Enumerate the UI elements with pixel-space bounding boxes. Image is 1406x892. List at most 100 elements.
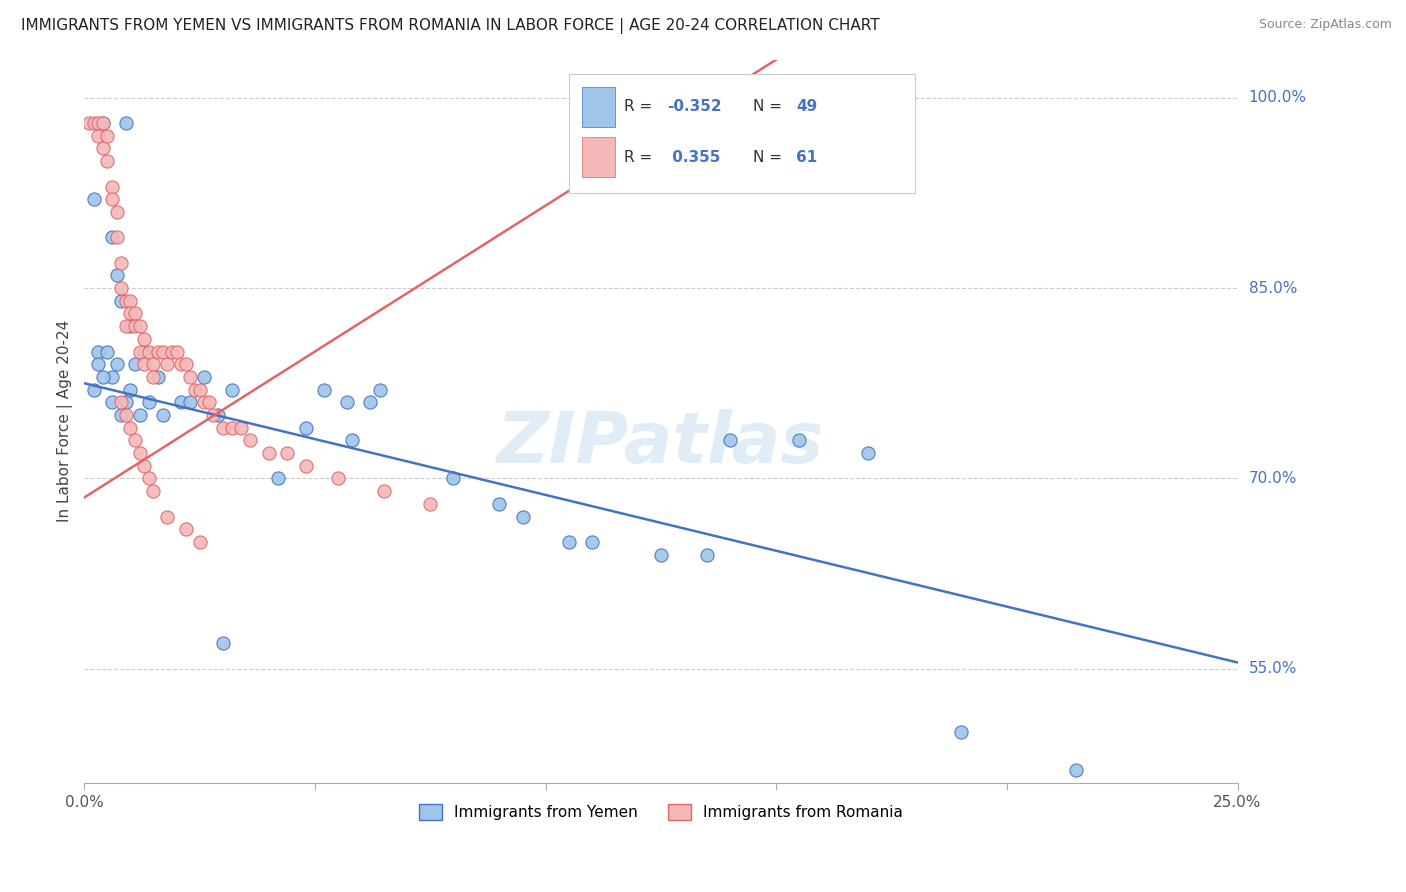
Point [120,293,142,308]
Point [124,306,146,320]
Point [156,509,179,524]
Point [239,434,262,448]
Point [174,357,197,371]
Point [128,408,150,422]
Point [142,484,165,499]
Point [138,344,160,359]
Point [207,408,229,422]
Point [105,230,128,244]
Point [160,344,183,359]
Point [267,471,290,485]
Point [193,395,215,409]
Point [166,344,188,359]
Point [110,293,132,308]
Point [101,395,124,409]
Point [557,535,579,549]
Point [419,497,441,511]
Point [128,319,150,334]
Point [105,205,128,219]
Point [128,344,150,359]
Point [110,255,132,269]
Point [77,116,100,130]
Point [105,357,128,371]
Point [231,420,253,434]
Point [134,344,156,359]
Point [120,383,142,397]
Point [174,522,197,536]
Y-axis label: In Labor Force | Age 20-24: In Labor Force | Age 20-24 [58,320,73,523]
Point [87,357,110,371]
Point [179,395,201,409]
Point [326,471,349,485]
Text: -0.352: -0.352 [666,99,721,114]
Point [1064,764,1087,778]
Point [257,446,280,460]
Point [120,420,142,434]
Point [858,446,880,460]
Text: 0.355: 0.355 [666,150,720,165]
Point [152,408,174,422]
Point [142,357,165,371]
Point [650,548,672,562]
Point [314,383,336,397]
Text: 85.0%: 85.0% [1249,281,1296,295]
FancyBboxPatch shape [582,137,614,178]
Point [198,395,221,409]
Point [110,395,132,409]
Point [114,408,136,422]
Point [188,383,211,397]
Point [156,357,179,371]
Point [368,383,391,397]
Point [114,395,136,409]
Point [211,636,233,650]
Point [101,230,124,244]
Point [134,458,156,473]
Text: 49: 49 [796,99,817,114]
Text: ZIPatlas: ZIPatlas [498,409,824,477]
Point [114,116,136,130]
Point [110,408,132,422]
Point [211,420,233,434]
Point [336,395,359,409]
Text: 61: 61 [796,150,817,165]
Point [124,434,146,448]
Point [91,116,114,130]
Point [87,128,110,143]
Legend: Immigrants from Yemen, Immigrants from Romania: Immigrants from Yemen, Immigrants from R… [412,797,910,826]
Point [101,370,124,384]
Text: N =: N = [754,99,787,114]
Point [124,319,146,334]
Point [373,484,395,499]
Point [138,471,160,485]
Point [488,497,510,511]
Point [294,420,316,434]
Point [114,293,136,308]
Point [96,344,118,359]
Point [138,395,160,409]
Point [696,548,718,562]
Point [120,319,142,334]
Text: R =: R = [624,150,657,165]
Point [949,725,972,739]
Point [787,434,810,448]
Point [96,128,118,143]
Point [87,116,110,130]
FancyBboxPatch shape [568,74,915,194]
Text: IMMIGRANTS FROM YEMEN VS IMMIGRANTS FROM ROMANIA IN LABOR FORCE | AGE 20-24 CORR: IMMIGRANTS FROM YEMEN VS IMMIGRANTS FROM… [21,18,880,34]
Point [170,395,193,409]
Point [512,509,534,524]
Point [193,370,215,384]
Point [152,344,174,359]
Point [221,420,243,434]
Point [91,370,114,384]
FancyBboxPatch shape [582,87,614,127]
Point [179,370,201,384]
Point [184,383,207,397]
Point [294,458,316,473]
Text: R =: R = [624,99,657,114]
Text: 70.0%: 70.0% [1249,471,1296,486]
Text: 100.0%: 100.0% [1249,90,1306,105]
Point [105,268,128,283]
Point [581,535,603,549]
Point [83,192,105,206]
